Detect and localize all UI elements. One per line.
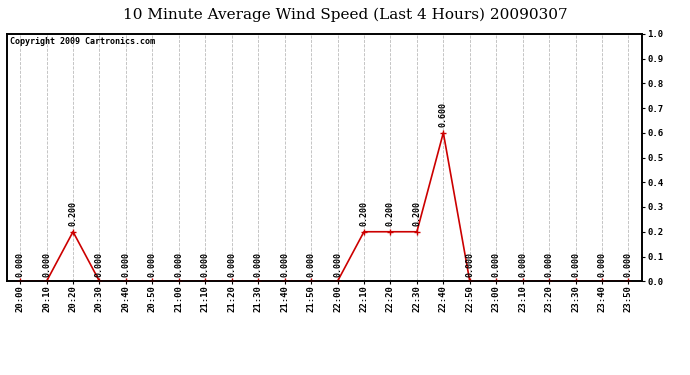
Text: Copyright 2009 Cartronics.com: Copyright 2009 Cartronics.com: [10, 38, 155, 46]
Text: 0.000: 0.000: [465, 252, 474, 277]
Text: 0.000: 0.000: [492, 252, 501, 277]
Text: 0.200: 0.200: [386, 201, 395, 226]
Text: 0.200: 0.200: [413, 201, 422, 226]
Text: 10 Minute Average Wind Speed (Last 4 Hours) 20090307: 10 Minute Average Wind Speed (Last 4 Hou…: [123, 8, 567, 22]
Text: 0.000: 0.000: [175, 252, 184, 277]
Text: 0.600: 0.600: [439, 102, 448, 127]
Text: 0.000: 0.000: [624, 252, 633, 277]
Text: 0.000: 0.000: [518, 252, 527, 277]
Text: 0.000: 0.000: [227, 252, 236, 277]
Text: 0.000: 0.000: [598, 252, 607, 277]
Text: 0.000: 0.000: [280, 252, 289, 277]
Text: 0.200: 0.200: [359, 201, 368, 226]
Text: 0.000: 0.000: [42, 252, 51, 277]
Text: 0.000: 0.000: [201, 252, 210, 277]
Text: 0.000: 0.000: [306, 252, 315, 277]
Text: 0.000: 0.000: [121, 252, 130, 277]
Text: 0.000: 0.000: [333, 252, 342, 277]
Text: 0.000: 0.000: [16, 252, 25, 277]
Text: 0.000: 0.000: [95, 252, 104, 277]
Text: 0.000: 0.000: [148, 252, 157, 277]
Text: 0.200: 0.200: [68, 201, 77, 226]
Text: 0.000: 0.000: [571, 252, 580, 277]
Text: 0.000: 0.000: [544, 252, 553, 277]
Text: 0.000: 0.000: [254, 252, 263, 277]
